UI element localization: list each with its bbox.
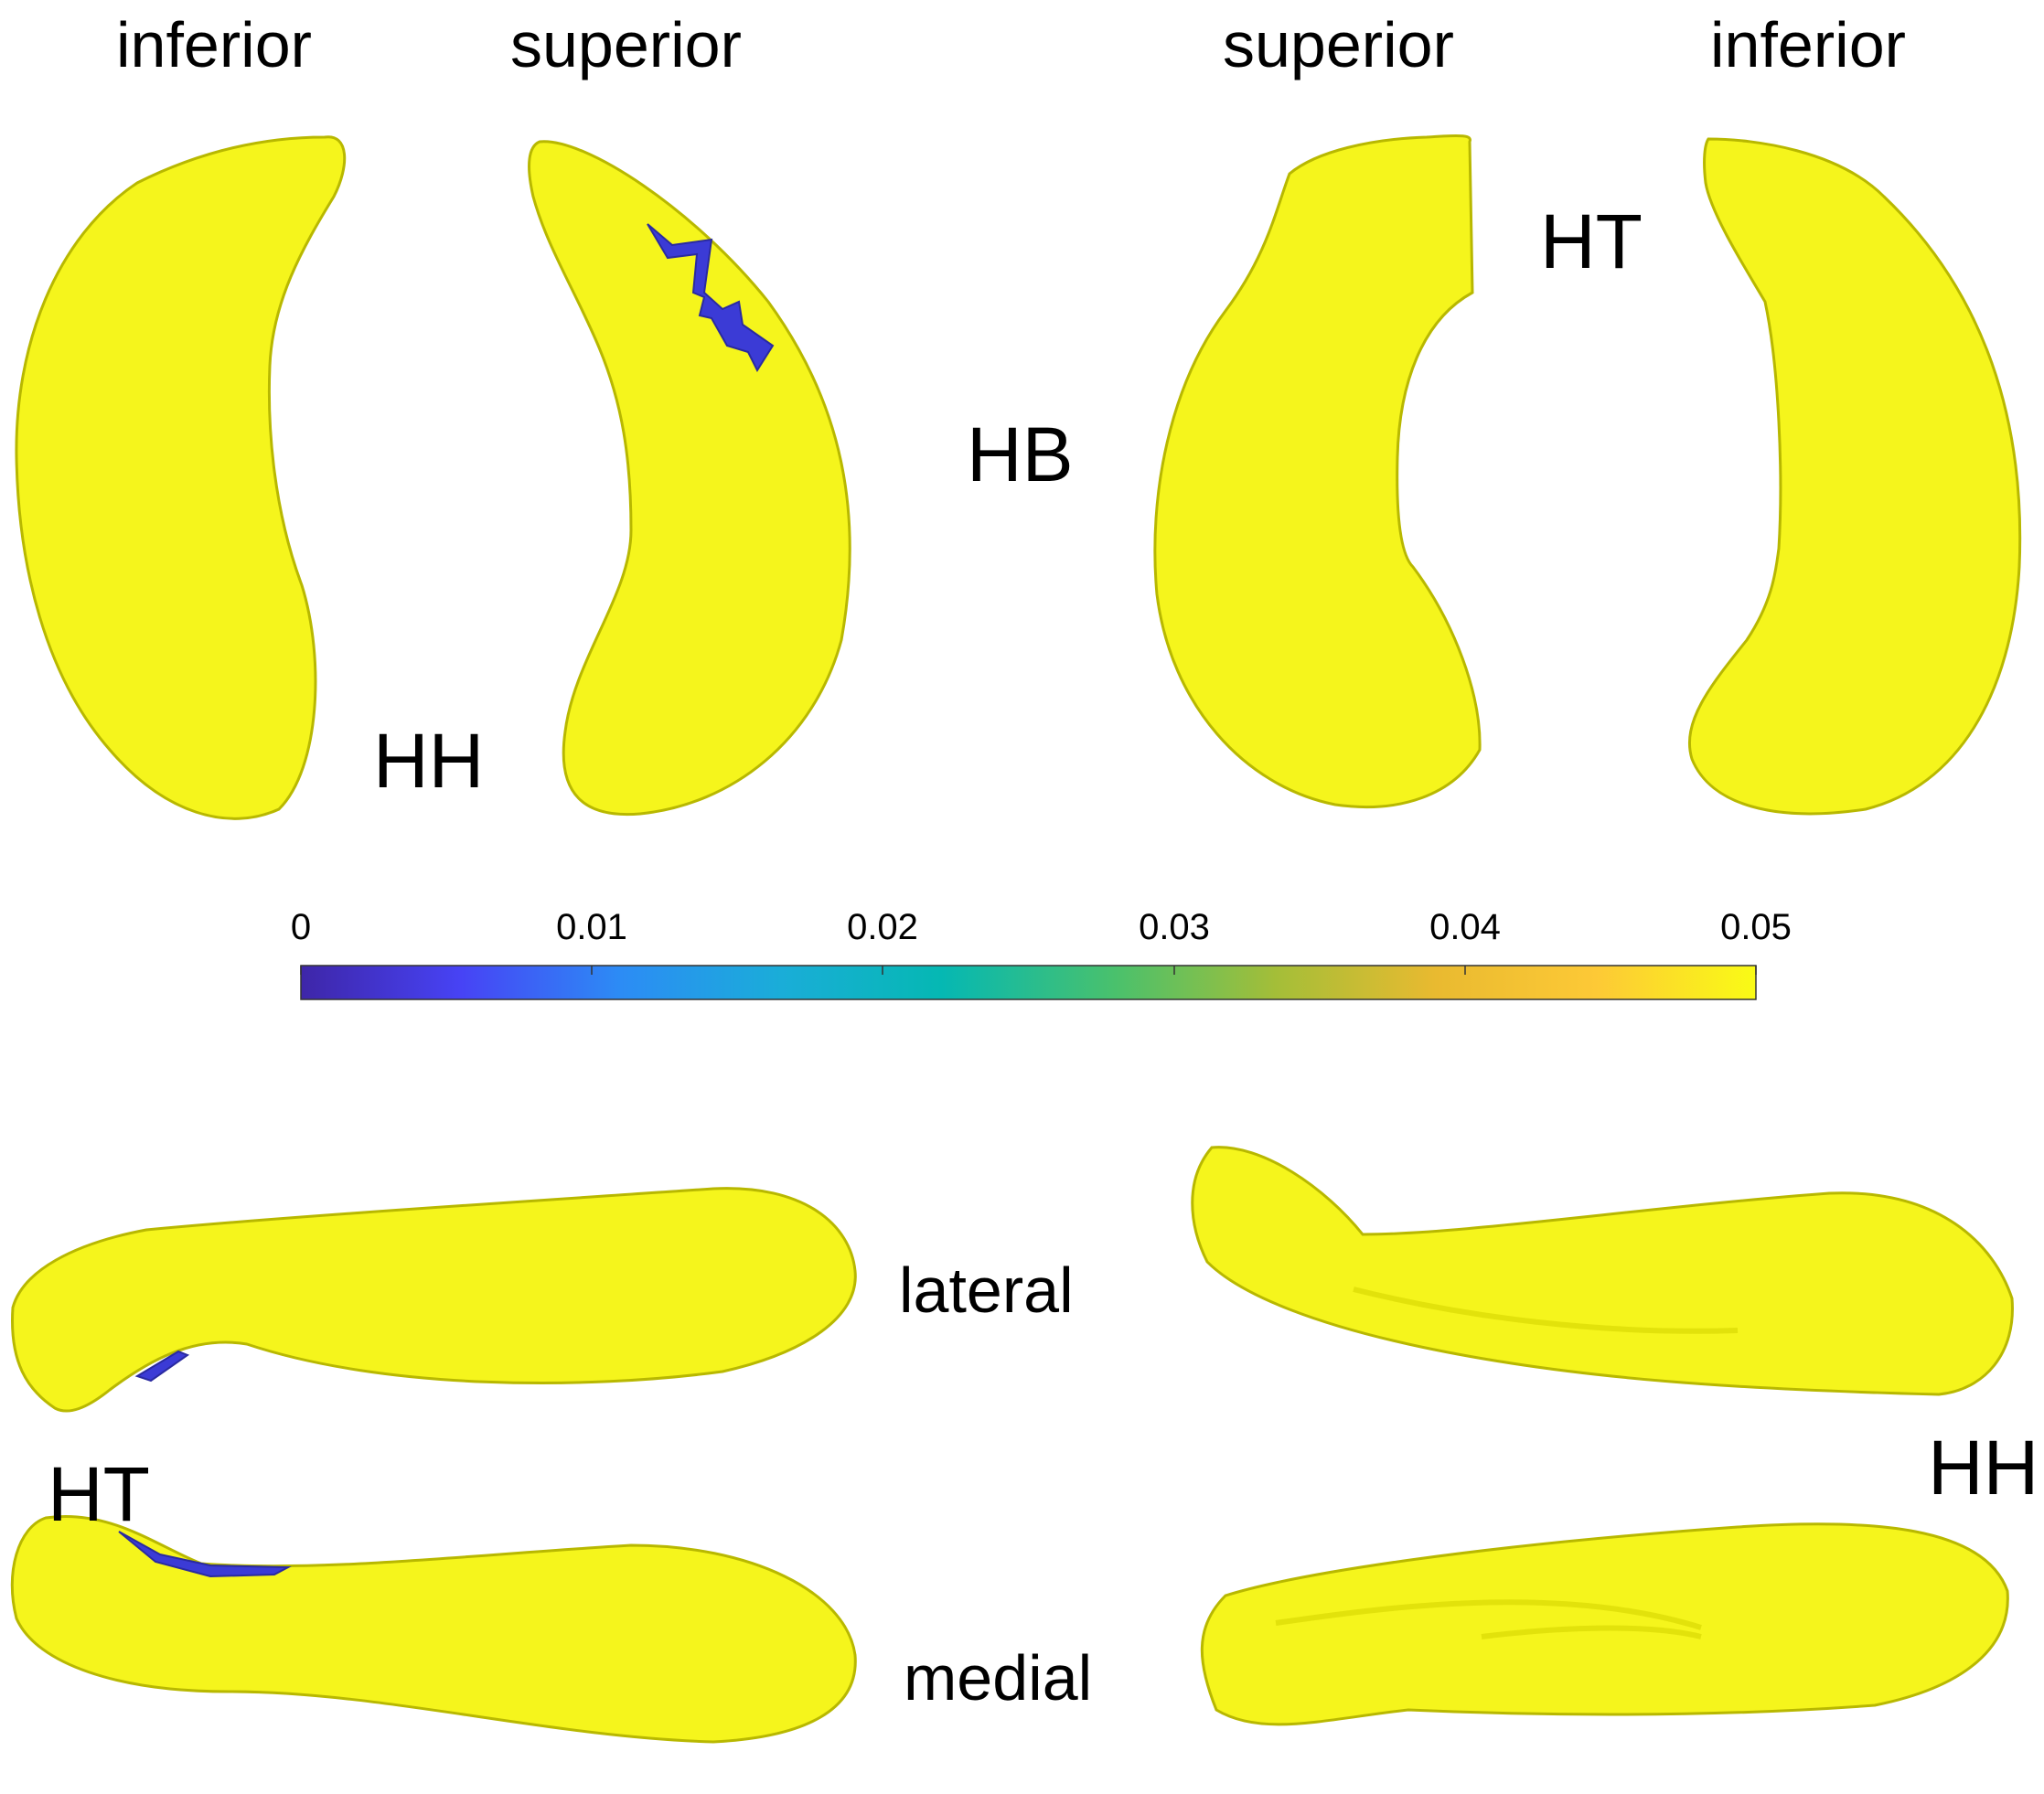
significant-patch-superior bbox=[647, 223, 775, 373]
region-label-ht-bottom: HT bbox=[48, 1451, 150, 1537]
hippocampus-medial-right bbox=[1200, 1522, 2009, 1726]
colorbar bbox=[300, 965, 1757, 1000]
colorbar-label-3: 0.03 bbox=[1139, 907, 1210, 947]
colorbar-label-4: 0.04 bbox=[1429, 907, 1501, 947]
hippocampus-lateral-right bbox=[1191, 1146, 2014, 1396]
view-label-superior-right: superior bbox=[1223, 9, 1454, 80]
view-label-medial: medial bbox=[904, 1642, 1093, 1714]
surface-ridge-1 bbox=[1275, 1599, 1702, 1630]
colorbar-label-5: 0.05 bbox=[1720, 907, 1792, 947]
region-label-hh-top: HH bbox=[373, 718, 485, 804]
hippocampus-inferior-left bbox=[15, 135, 347, 820]
view-label-lateral: lateral bbox=[899, 1255, 1074, 1326]
view-label-inferior-right: inferior bbox=[1710, 9, 1906, 80]
region-label-ht-top: HT bbox=[1540, 198, 1643, 284]
surface-ridge-2 bbox=[1481, 1625, 1702, 1639]
colorbar-label-0: 0 bbox=[290, 907, 312, 947]
hippocampus-lateral-left bbox=[10, 1187, 857, 1413]
view-label-superior-left: superior bbox=[510, 9, 742, 80]
colorbar-label-1: 0.01 bbox=[556, 907, 627, 947]
surface-ridge-3 bbox=[1353, 1287, 1739, 1334]
hippocampus-medial-left bbox=[10, 1515, 857, 1744]
region-label-hh-bottom: HH bbox=[1928, 1425, 2039, 1511]
view-label-inferior-left: inferior bbox=[116, 9, 312, 80]
hippocampus-superior-right bbox=[1153, 133, 1482, 808]
colorbar-label-2: 0.02 bbox=[847, 907, 918, 947]
hippocampus-inferior-right bbox=[1687, 137, 2022, 816]
region-label-hb: HB bbox=[967, 411, 1074, 497]
hippocampus-superior-left bbox=[528, 140, 851, 817]
significant-patch-medial bbox=[118, 1531, 292, 1578]
significant-patch-lateral bbox=[134, 1350, 190, 1383]
